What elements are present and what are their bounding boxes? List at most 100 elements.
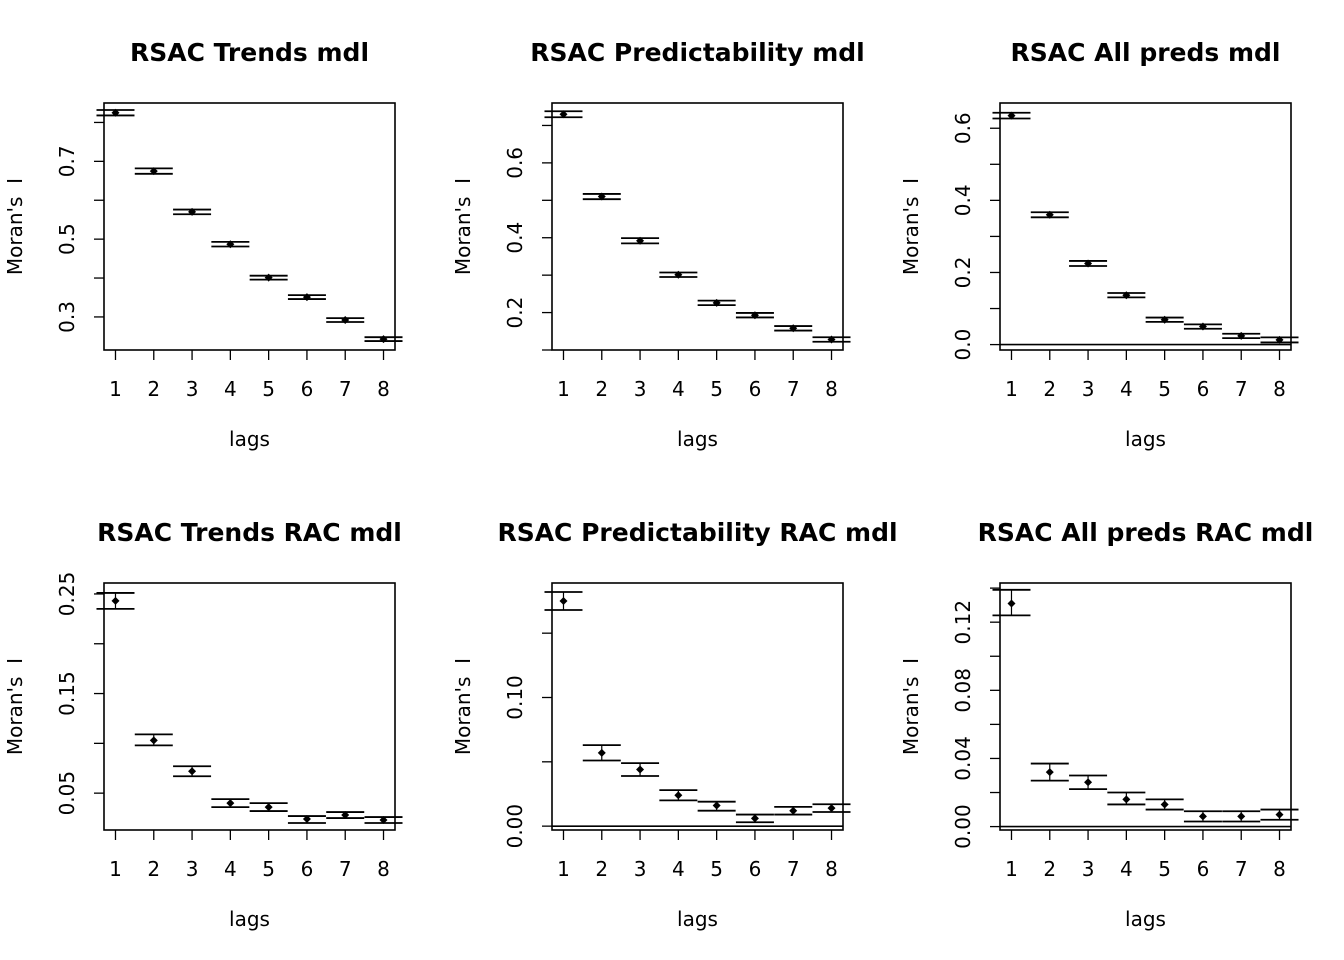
- data-point: [264, 273, 273, 282]
- chart-panel-2: RSAC Predictability mdl 1 2 3 4 5 6 7 8 0.2 0.4 0.6…: [451, 38, 865, 451]
- y-tick-label: 0.08: [951, 668, 975, 713]
- plot-frame: [999, 582, 1292, 831]
- data-point: [1275, 810, 1284, 819]
- data-point: [264, 803, 273, 812]
- data-point: [226, 240, 235, 249]
- x-tick-label: 5: [1158, 857, 1171, 881]
- y-tick-label: 0.2: [503, 297, 527, 329]
- data-point: [597, 748, 606, 757]
- x-axis-label: lags: [1125, 427, 1166, 451]
- x-tick-label: 7: [1235, 857, 1248, 881]
- data-point: [1198, 322, 1207, 331]
- data-point: [1275, 335, 1284, 344]
- data-point: [559, 597, 568, 606]
- y-tick-label: 0.0: [951, 329, 975, 361]
- x-tick-label: 3: [634, 377, 647, 401]
- x-tick-label: 2: [595, 377, 608, 401]
- y-tick-label: 0.7: [55, 145, 79, 177]
- y-tick-label: 0.4: [503, 222, 527, 254]
- x-tick-label: 1: [557, 857, 570, 881]
- y-axis-label: Moran's I: [451, 178, 475, 275]
- x-tick-label: 4: [224, 377, 237, 401]
- x-tick-label: 6: [749, 377, 762, 401]
- x-tick-label: 6: [1197, 857, 1210, 881]
- data-point: [149, 167, 158, 176]
- y-tick-label: 0.00: [503, 804, 527, 849]
- data-point: [1160, 315, 1169, 324]
- plot-frame: [551, 582, 844, 831]
- y-tick-label: 0.6: [503, 147, 527, 179]
- data-point: [750, 311, 759, 320]
- data-point: [636, 236, 645, 245]
- x-tick-label: 7: [339, 377, 352, 401]
- data-point: [188, 207, 197, 216]
- plot-frame: [999, 102, 1292, 351]
- data-point: [149, 736, 158, 745]
- data-point: [750, 814, 759, 823]
- chart-title: RSAC Trends RAC mdl: [97, 518, 402, 547]
- y-axis-label: Moran's I: [3, 178, 27, 275]
- x-tick-label: 1: [1005, 377, 1018, 401]
- x-tick-label: 1: [557, 377, 570, 401]
- x-tick-label: 4: [1120, 377, 1133, 401]
- data-point: [674, 791, 683, 800]
- x-tick-label: 1: [109, 377, 122, 401]
- x-tick-label: 3: [634, 857, 647, 881]
- data-point: [1237, 331, 1246, 340]
- plot-frame: [103, 582, 396, 831]
- chart-panel-1: RSAC Trends mdl 1 2 3 4 5 6 7 8 0.3 0.5 0.7 lags Mora…: [3, 38, 403, 451]
- data-point: [1122, 291, 1131, 300]
- y-tick-label: 0.6: [951, 112, 975, 144]
- y-tick-label: 0.5: [55, 223, 79, 255]
- data-point: [1237, 812, 1246, 821]
- x-axis-label: lags: [229, 427, 270, 451]
- x-tick-label: 5: [710, 377, 723, 401]
- x-tick-label: 3: [1082, 377, 1095, 401]
- y-tick-label: 0.4: [951, 184, 975, 216]
- data-point: [712, 298, 721, 307]
- data-point: [597, 192, 606, 201]
- data-point: [188, 767, 197, 776]
- x-tick-label: 6: [1197, 377, 1210, 401]
- y-tick-label: 0.3: [55, 301, 79, 333]
- data-point: [379, 816, 388, 825]
- data-point: [379, 335, 388, 344]
- y-tick-label: 0.10: [503, 675, 527, 720]
- x-tick-label: 2: [147, 377, 160, 401]
- chart-panel-4: RSAC Trends RAC mdl 1 2 3 4 5 6 7 8 0.05 0.15 0.25 l…: [3, 518, 403, 931]
- data-point: [111, 596, 120, 605]
- data-point: [226, 799, 235, 808]
- data-point: [1045, 210, 1054, 219]
- y-axis-label: Moran's I: [899, 658, 923, 755]
- data-point: [1045, 768, 1054, 777]
- x-tick-label: 4: [1120, 857, 1133, 881]
- x-axis-label: lags: [229, 907, 270, 931]
- x-tick-label: 6: [301, 377, 314, 401]
- y-tick-label: 0.2: [951, 257, 975, 289]
- chart-title: RSAC All preds RAC mdl: [978, 518, 1314, 547]
- chart-title: RSAC Predictability RAC mdl: [497, 518, 897, 547]
- y-axis-label: Moran's I: [3, 658, 27, 755]
- x-tick-label: 7: [787, 857, 800, 881]
- data-point: [789, 324, 798, 333]
- chart-title: RSAC Predictability mdl: [530, 38, 864, 67]
- data-point: [1007, 111, 1016, 120]
- chart-panel-5: RSAC Predictability RAC mdl 1 2 3 4 5 6 7 8 0.00 0…: [451, 518, 898, 931]
- chart-panel-3: RSAC All preds mdl 1 2 3 4 5 6 7 8 0.0 0.2 0.4 0.6 la…: [899, 38, 1299, 451]
- y-tick-label: 0.00: [951, 804, 975, 849]
- chart-panel-6: RSAC All preds RAC mdl 1 2 3 4 5 6 7 8 0.00 0.04 0.…: [899, 518, 1313, 931]
- y-tick-label: 0.12: [951, 600, 975, 645]
- plot-frame: [551, 102, 844, 351]
- data-point: [111, 108, 120, 117]
- data-point: [341, 316, 350, 325]
- x-tick-label: 2: [1043, 857, 1056, 881]
- x-tick-label: 7: [339, 857, 352, 881]
- y-axis-label: Moran's I: [899, 178, 923, 275]
- data-point: [1122, 795, 1131, 804]
- x-tick-label: 4: [672, 857, 685, 881]
- data-point: [1084, 778, 1093, 787]
- y-tick-label: 0.05: [55, 771, 79, 816]
- y-tick-label: 0.15: [55, 671, 79, 716]
- x-tick-label: 8: [1273, 377, 1286, 401]
